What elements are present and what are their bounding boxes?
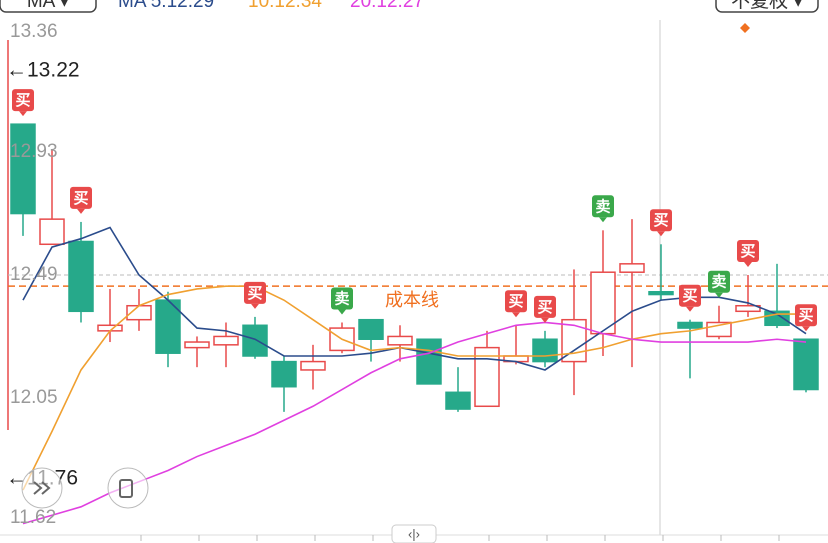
- ma-line: [22, 321, 807, 525]
- candle-body: [735, 304, 761, 313]
- legend-entry: 10:12.34: [248, 0, 322, 12]
- signal-label: 买: [682, 288, 697, 305]
- candle-body: [213, 335, 239, 346]
- ma-line: [22, 226, 807, 371]
- expand-icon: [33, 481, 51, 495]
- rotate-icon: [119, 479, 133, 498]
- signal-badge: [737, 240, 759, 262]
- y-tick-label: 12.49: [10, 264, 58, 285]
- legend-entry: 20:12.27: [350, 0, 424, 12]
- candle-body: [39, 218, 65, 246]
- signal-pointer: [19, 111, 27, 117]
- candle-body: [648, 291, 674, 296]
- rotate-button[interactable]: [107, 467, 149, 509]
- candle-body: [416, 338, 442, 385]
- signal-pointer: [686, 306, 694, 312]
- candle-body: [619, 263, 645, 273]
- signal-label: 卖: [711, 274, 726, 291]
- signal-badge: [12, 89, 34, 112]
- legend-entry: MA 5:12.29: [118, 0, 214, 12]
- ma-line: [22, 285, 806, 491]
- candle-body: [474, 346, 500, 408]
- candle-body: [300, 360, 326, 371]
- candle-body: [184, 341, 210, 349]
- signal-pointer: [744, 262, 752, 267]
- candle-body: [677, 321, 703, 329]
- signal-label: 买: [740, 243, 755, 260]
- candle-body: [445, 391, 471, 410]
- signal-label: 买: [653, 212, 668, 229]
- signal-badge: [708, 270, 730, 293]
- signal-label: 买: [798, 307, 813, 324]
- scroll-handle[interactable]: [391, 524, 437, 543]
- adjust-button[interactable]: [715, 0, 819, 13]
- signal-pointer: [338, 309, 346, 315]
- signal-pointer: [512, 312, 520, 318]
- signal-pointer: [715, 292, 723, 298]
- signal-label: 买: [15, 92, 30, 109]
- signal-badge: [795, 304, 817, 327]
- marker-dot: [740, 23, 750, 33]
- signal-badge: [70, 186, 92, 209]
- signal-label: 卖: [334, 290, 349, 307]
- signal-badge: [650, 209, 672, 232]
- signal-badge: [505, 290, 527, 313]
- indicator-button[interactable]: [0, 0, 97, 13]
- signal-pointer: [541, 317, 549, 323]
- signal-pointer: [802, 326, 810, 332]
- signal-badge: [244, 281, 266, 304]
- signal-badge: [679, 284, 701, 307]
- candle-body: [10, 123, 36, 215]
- adjust-button-label[interactable]: 不复权 ▾: [731, 0, 803, 12]
- signal-badge: [592, 195, 614, 218]
- signal-pointer: [251, 303, 259, 309]
- cost-line-label: 成本线: [385, 290, 439, 310]
- signal-badge: [331, 287, 353, 310]
- max-price-label: ←13.22: [6, 59, 80, 82]
- y-tick-label: 12.05: [10, 387, 58, 408]
- candle-body: [532, 338, 558, 363]
- y-tick-label: 13.36: [10, 21, 58, 42]
- signal-label: 买: [508, 293, 523, 310]
- signal-label: 卖: [595, 198, 610, 215]
- candle-body: [387, 335, 413, 346]
- signal-pointer: [657, 231, 665, 237]
- signal-pointer: [599, 217, 607, 223]
- candle-body: [242, 324, 268, 357]
- signal-badge: [534, 295, 556, 318]
- signal-pointer: [77, 208, 85, 214]
- candle-body: [68, 240, 94, 313]
- candle-body: [793, 338, 819, 391]
- scroll-handle-icon[interactable]: ‹|›: [408, 526, 420, 541]
- indicator-button-label[interactable]: MA ▾: [27, 0, 70, 12]
- candle-body: [358, 318, 384, 340]
- signal-label: 买: [537, 299, 552, 316]
- signal-label: 买: [247, 285, 262, 302]
- y-tick-label: 11.62: [10, 507, 56, 528]
- candle-body: [271, 360, 297, 388]
- signal-label: 买: [73, 190, 88, 207]
- y-tick-label: 12.93: [10, 141, 58, 162]
